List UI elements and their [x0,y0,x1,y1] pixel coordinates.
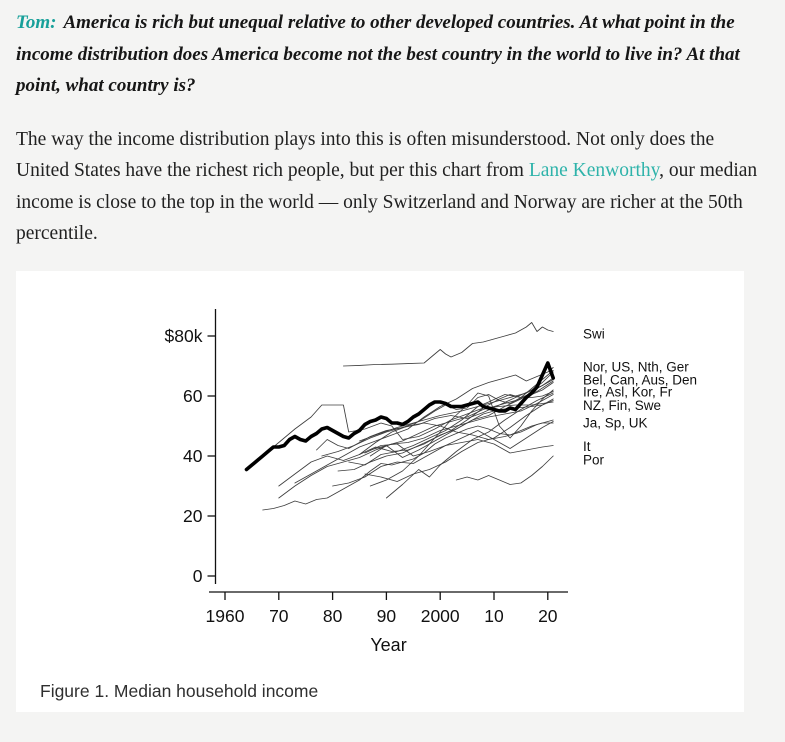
chart-line-It [364,438,554,456]
country-label-Ja-Sp-UK: Ja, Sp, UK [583,415,648,430]
chart-line-Por [455,455,554,485]
figure-card: 0 20 40 60 $80k 1960 70 80 90 2000 10 20 Year Swi Nor,… [16,270,744,712]
median-household-income-chart: 0 20 40 60 $80k 1960 70 80 90 2000 10 20 Year Swi Nor,… [165,308,697,655]
x-tick-label: 80 [323,606,343,626]
x-tick-label: 2000 [421,606,460,626]
answer-paragraph: The way the income distribution plays in… [16,124,769,250]
y-tick-label: 40 [183,446,203,466]
answer-text-post: , our median income is close to the top … [16,160,758,244]
x-tick-label: 10 [484,606,504,626]
chart-line-Ire [369,389,554,486]
y-tick-label: $80k [165,326,203,346]
article-body: Tom: America is rich but unequal relative… [16,7,769,712]
chart-line-Swe [256,401,554,459]
question-text: America is rich but unequal relative to … [16,12,740,96]
chart-line-Ja [359,419,554,455]
country-label-It: It [583,438,591,453]
y-tick-label: 20 [183,506,203,526]
country-label-Ire-Asl-Kor-Fr: Ire, Asl, Kor, Fr [583,384,673,399]
chart-line-Swi [342,321,554,366]
country-label-Swi: Swi [583,326,605,341]
chart-line-US [244,360,556,471]
chart-line-NZ [364,398,554,482]
x-tick-label: 90 [377,606,397,626]
lane-kenworthy-link[interactable]: Lane Kenworthy [528,160,660,181]
chart-line-Aus [348,380,554,465]
answer-text-pre: The way the income distribution plays in… [16,128,715,182]
question-speaker-label: Tom: [16,12,57,33]
chart-line-Kor [385,392,554,498]
country-label-Por: Por [583,452,605,467]
x-tick-label: 1960 [206,606,245,626]
x-axis-title: Year [370,635,406,655]
y-tick-label: 60 [183,386,203,406]
question-paragraph: Tom: America is rich but unequal relative… [16,7,769,102]
chart-line-UK [262,422,554,510]
x-tick-label: 20 [538,606,558,626]
country-label-NZ-Fin-Swe: NZ, Fin, Swe [583,397,661,412]
chart-line-Fr [278,393,554,498]
y-tick-label: 0 [193,566,203,586]
country-label-Bel-Can-Aus-Den: Bel, Can, Aus, Den [583,372,697,387]
chart-line-Fin [369,399,554,458]
x-tick-label: 70 [269,606,289,626]
country-label-Nor-US-Nth-Ger: Nor, US, Nth, Ger [583,359,689,374]
chart-line-Nor [294,366,554,483]
figure-caption: Figure 1. Median household income [40,680,319,701]
